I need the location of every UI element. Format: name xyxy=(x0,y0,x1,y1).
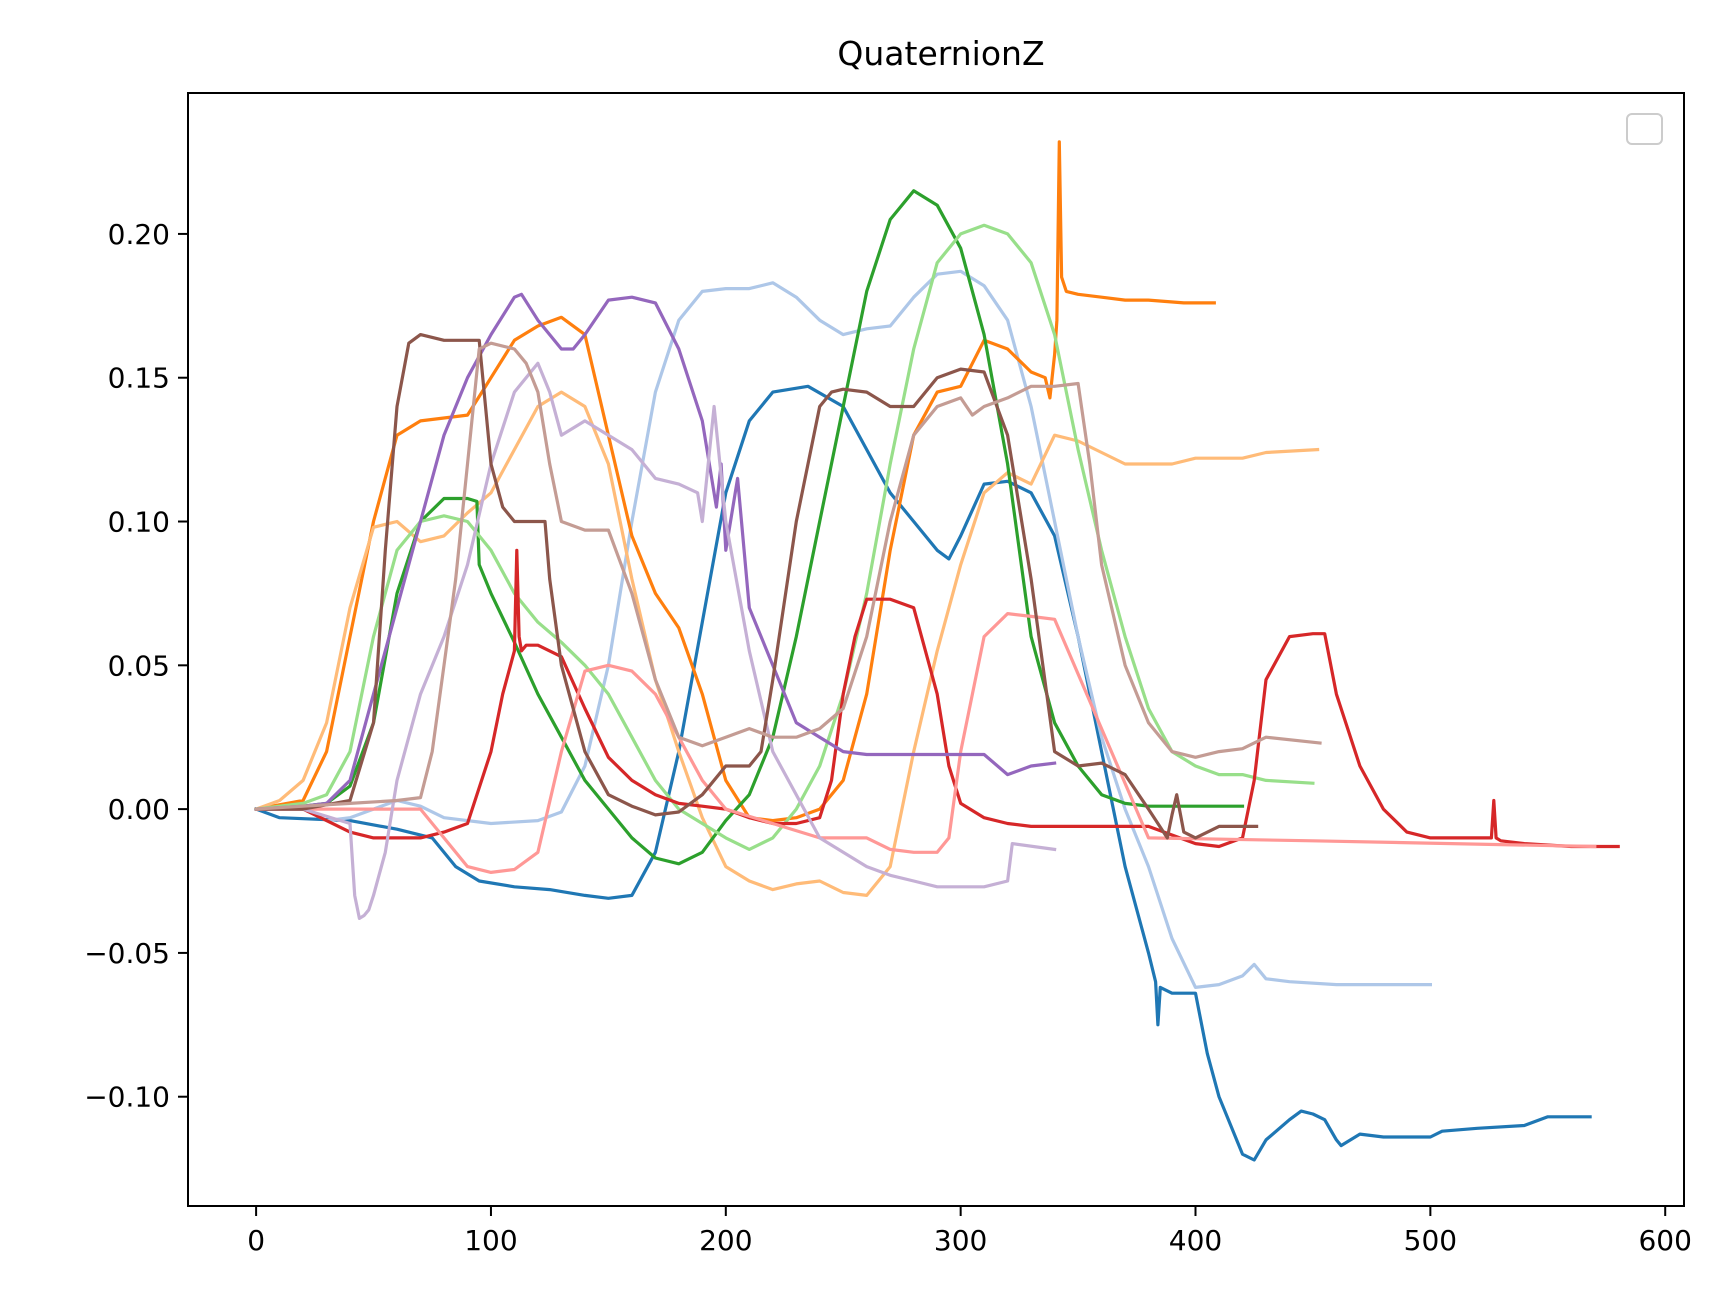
y-tick-label: 0.05 xyxy=(108,649,170,682)
x-tick-label: 600 xyxy=(1638,1224,1691,1257)
series-line-12 xyxy=(254,341,1322,811)
series-line-7 xyxy=(254,548,1620,849)
series-line-5 xyxy=(254,189,1245,866)
x-tick-label: 500 xyxy=(1404,1224,1457,1257)
series-layer xyxy=(254,140,1620,1162)
x-tick-label: 400 xyxy=(1169,1224,1222,1257)
x-tick-label: 300 xyxy=(934,1224,987,1257)
series-line-11 xyxy=(254,333,1259,840)
series-line-4 xyxy=(254,390,1320,897)
axes-layer: 0 100 200 300 400 500 600 −0.10 −0.05 0.00 0.05 0.1… xyxy=(84,92,1692,1257)
y-tick-label: 0.00 xyxy=(108,793,170,826)
y-tick-label: −0.10 xyxy=(84,1081,170,1114)
series-line-1 xyxy=(254,384,1592,1162)
legend-box xyxy=(1626,113,1663,145)
chart-title: QuaternionZ xyxy=(837,34,1044,73)
x-tick-label: 0 xyxy=(247,1224,265,1257)
y-tick-label: 0.10 xyxy=(108,506,170,539)
series-line-8 xyxy=(254,612,1597,874)
x-tick-label: 200 xyxy=(699,1224,752,1257)
y-tick-label: 0.15 xyxy=(108,362,170,395)
series-line-10 xyxy=(254,361,1057,920)
y-tick-label: 0.20 xyxy=(108,218,170,251)
plot-frame xyxy=(187,92,1685,1207)
y-tick-label: −0.05 xyxy=(84,937,170,970)
series-line-9 xyxy=(254,292,1057,811)
series-line-2 xyxy=(254,269,1432,989)
x-tick-label: 100 xyxy=(464,1224,517,1257)
